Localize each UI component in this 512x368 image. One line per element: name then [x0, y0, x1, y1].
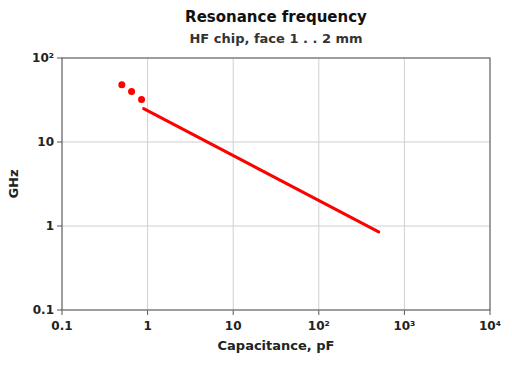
tick-label: 10	[225, 319, 242, 333]
grid-line	[62, 142, 490, 143]
title: Resonance frequency	[185, 8, 367, 26]
grid-line	[62, 226, 490, 227]
x-axis: 0.1 1 10 10² 10³ 10⁴	[51, 58, 501, 333]
grid-line	[318, 58, 319, 310]
chart: 0.1 1 10 10² 10³ 10⁴ 0.1 1 10 10² Resonance freque…	[0, 0, 512, 368]
plot-frame	[62, 58, 490, 310]
subtitle: HF chip, face 1 . . 2 mm	[189, 31, 362, 46]
tick-label: 0.1	[51, 319, 72, 333]
y-axis: 0.1 1 10 10²	[32, 51, 490, 317]
tick-mark	[233, 310, 234, 315]
tick-mark	[490, 310, 491, 315]
line	[144, 109, 379, 232]
tick-label: 1	[46, 219, 54, 233]
plot-area	[62, 58, 490, 310]
tick-mark	[57, 58, 62, 59]
grid-line	[404, 58, 405, 310]
tick-mark	[404, 310, 405, 315]
tick-label: 10	[37, 135, 54, 149]
grid-line	[147, 58, 148, 310]
x-axis-label: Capacitance, pF	[218, 338, 335, 353]
data	[118, 81, 378, 232]
tick-label: 10²	[308, 319, 330, 333]
tick-mark	[147, 310, 148, 315]
tick-mark	[57, 310, 62, 311]
tick-label: 0.1	[33, 303, 54, 317]
tick-label: 10²	[32, 51, 54, 65]
tick-label: 1	[143, 319, 151, 333]
tick-label: 10⁴	[479, 319, 501, 333]
tick-mark	[62, 310, 63, 315]
point	[128, 88, 135, 95]
point	[118, 81, 125, 88]
point	[138, 96, 145, 103]
tick-label: 10³	[393, 319, 415, 333]
y-axis-label: GHz	[6, 169, 21, 198]
tick-mark	[57, 142, 62, 143]
grid-line	[233, 58, 234, 310]
tick-mark	[318, 310, 319, 315]
tick-mark	[57, 226, 62, 227]
